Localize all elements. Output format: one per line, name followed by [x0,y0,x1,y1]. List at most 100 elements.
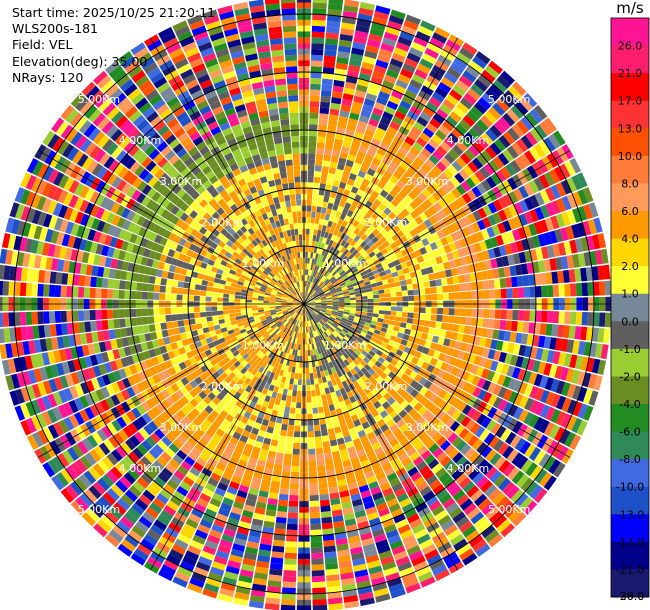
range-gate [291,460,300,467]
range-gate [426,184,437,195]
range-gate [91,265,99,277]
range-gate [389,410,398,419]
range-gate [452,452,464,464]
range-gate [294,425,301,432]
range-gate [466,507,481,520]
range-gate [292,305,299,307]
range-gate [254,390,262,399]
range-gate [304,292,306,299]
range-gate [335,211,342,219]
range-gate [186,471,198,482]
range-gate [484,529,500,543]
range-gate [327,368,333,376]
range-gate [452,324,460,333]
range-gate [14,327,23,342]
range-gate [263,298,270,302]
range-gate [319,292,325,297]
range-gate [279,331,285,338]
range-gate [344,215,351,223]
range-gate [131,525,146,538]
range-gate [366,287,373,293]
range-gate [271,366,278,374]
range-gate [180,460,192,471]
range-gate [414,206,424,216]
range-gate [317,341,322,348]
range-gate [118,289,125,299]
range-gate [209,529,223,539]
range-gate [450,533,465,546]
range-gate [159,293,166,300]
range-gate [296,308,301,314]
range-gate [191,432,202,442]
range-gate [360,233,368,241]
range-gate [119,516,134,530]
range-gate [476,413,487,426]
range-gate [321,249,327,256]
range-gate [396,296,403,302]
range-gate [449,485,462,497]
range-gate [269,304,276,307]
range-gate [435,488,449,500]
range-gate [239,328,247,334]
range-gate [281,318,287,323]
range-gate [26,385,36,401]
range-gate [485,419,497,432]
range-gate [309,300,316,303]
range-gate [298,326,301,333]
range-gate [341,338,348,344]
range-gate [307,314,310,321]
range-gate [380,259,388,267]
range-gate [90,320,97,332]
range-gate [286,302,293,304]
range-gate [183,344,192,353]
range-gate [428,428,439,439]
range-gate [365,268,372,274]
range-gate [377,122,389,132]
range-gate [231,323,239,329]
range-gate [490,360,499,372]
range-gate [218,283,225,289]
range-gate [337,51,350,59]
range-gate [222,306,229,311]
range-gate [215,462,227,472]
range-gate [289,360,294,367]
range-gate [338,300,345,303]
range-gate [169,495,183,507]
range-gate [597,265,605,281]
range-gate [443,244,452,254]
range-gate [370,112,382,122]
range-gate [225,360,234,368]
range-gate [445,180,456,191]
range-gate [571,417,583,434]
range-gate [90,378,101,391]
range-gate [539,375,549,389]
range-gate [562,325,570,339]
range-gate [363,244,371,252]
range-gate [355,310,362,315]
range-gate [9,266,17,281]
range-gate [360,490,372,499]
range-gate [421,361,430,371]
range-gate [120,270,128,281]
range-gate [504,504,519,519]
range-gate [482,217,492,229]
range-gate [343,435,353,443]
range-gate [352,342,360,350]
range-gate [304,292,307,299]
range-gate [476,476,489,489]
range-gate [377,244,386,252]
range-gate [361,537,375,547]
range-gate [508,391,519,404]
range-gate [286,306,293,309]
range-gate [402,442,414,452]
range-gate [555,257,563,271]
range-gate [317,130,327,138]
range-gate [401,25,417,36]
range-gate [273,386,280,393]
range-gate [346,229,354,237]
range-gate [171,286,178,294]
range-gate [321,255,327,263]
range-gate [359,435,369,444]
range-gate [281,470,291,478]
range-gate [379,306,386,311]
